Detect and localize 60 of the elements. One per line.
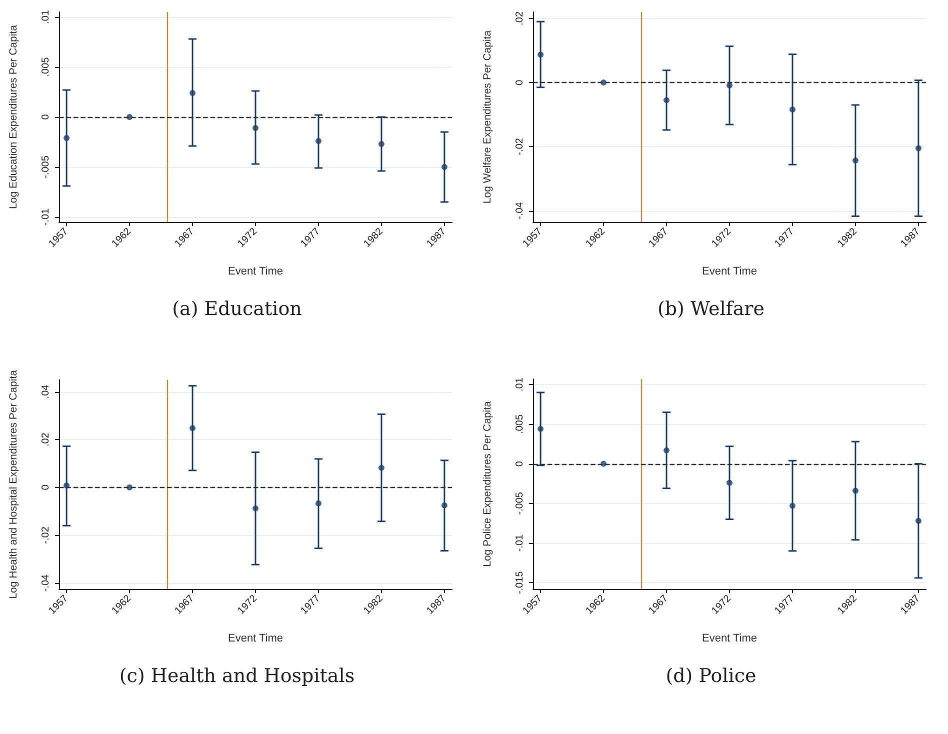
point [126, 114, 133, 120]
y-tick-label: -.01 [514, 534, 526, 552]
y-tick-label: -.01 [40, 208, 52, 226]
point [600, 460, 607, 467]
y-tick-label: -.02 [514, 138, 526, 156]
point [190, 90, 196, 96]
y-axis-title: Log Police Expenditures Per Capita [482, 400, 494, 567]
y-tick-label: 0 [514, 79, 526, 86]
point [441, 502, 448, 508]
point [664, 447, 670, 454]
y-tick-label: 0 [40, 114, 52, 120]
y-tick-label: -.005 [40, 155, 52, 178]
x-axis-title: Event Time [702, 632, 758, 644]
y-axis-title: Log Welfare Expenditures Per Capita [482, 30, 494, 204]
point [378, 464, 384, 471]
y-tick-label: .04 [40, 384, 52, 399]
point [190, 425, 196, 432]
text: (b) Welfare [656, 298, 766, 320]
x-axis-title: Event Time [228, 266, 284, 278]
y-tick-label: .005 [40, 56, 52, 77]
point [915, 145, 922, 152]
point [315, 500, 322, 506]
point [538, 426, 544, 432]
point [252, 125, 258, 131]
point [852, 488, 858, 494]
y-tick-label: .02 [514, 11, 526, 26]
point [915, 518, 922, 524]
point [789, 502, 796, 509]
point [64, 482, 70, 488]
point [441, 164, 448, 170]
x-axis-title: Event Time [228, 632, 284, 644]
y-tick-label: 0 [514, 460, 526, 467]
text: (a) Education [171, 298, 303, 320]
point [252, 505, 258, 512]
point [126, 484, 133, 490]
y-tick-label: -.02 [40, 526, 52, 544]
point [726, 480, 732, 486]
point [789, 106, 796, 112]
point [315, 138, 322, 144]
y-tick-label: .01 [514, 377, 526, 392]
point [600, 80, 607, 86]
y-tick-label: 0 [40, 484, 52, 490]
y-tick-label: .005 [514, 414, 526, 434]
point [664, 97, 670, 104]
y-axis-title: Log Health and Hospital Expenditures Per Capita [8, 370, 20, 599]
x-axis-title: Event Time [702, 266, 758, 278]
y-axis-title: Log Education Expenditures Per Capita [8, 24, 20, 209]
point [852, 157, 858, 164]
y-tick-label: .01 [40, 10, 52, 24]
y-tick-label: -.015 [514, 570, 526, 594]
y-tick-label: -.005 [514, 492, 526, 515]
y-tick-label: -.04 [514, 202, 526, 220]
point [538, 52, 544, 58]
point [378, 141, 384, 147]
point [64, 135, 70, 141]
y-tick-label: -.04 [40, 574, 52, 592]
y-tick-label: .02 [40, 432, 52, 447]
text: (c) Health and Hospitals [118, 665, 356, 687]
point [726, 82, 732, 88]
text: (d) Police [664, 665, 758, 687]
